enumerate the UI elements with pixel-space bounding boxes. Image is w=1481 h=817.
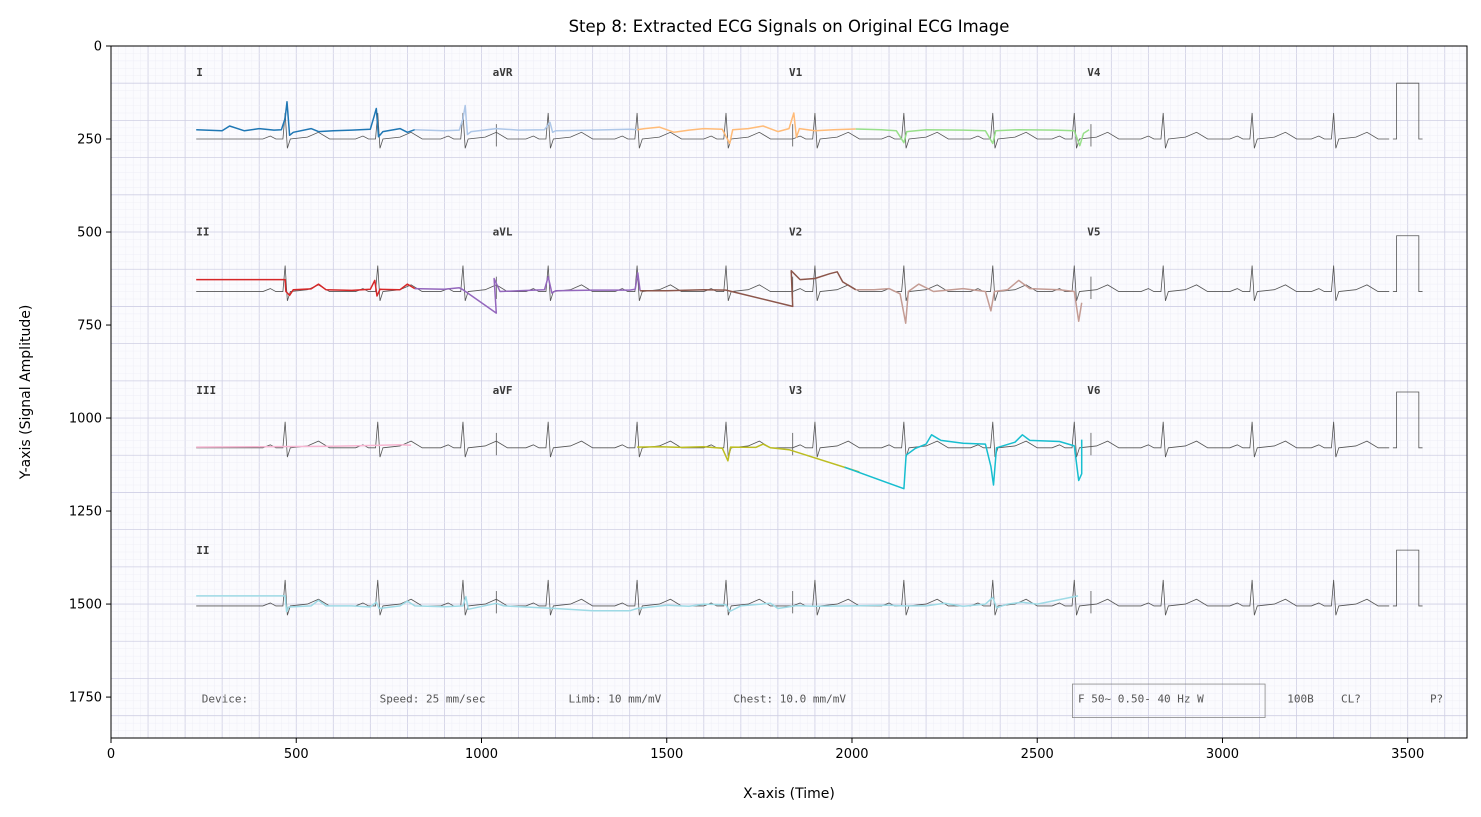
- extracted-signal-series: [196, 101, 1090, 613]
- signal-series-7: [640, 269, 857, 308]
- y-tick-label: 0: [94, 40, 102, 55]
- y-tick-label: 250: [77, 133, 102, 148]
- x-tick-label: 1500: [650, 747, 683, 762]
- x-axis: 0 500 1000 1500 2000 2500 3000 3500: [107, 738, 1424, 762]
- footer-cl: CL?: [1341, 693, 1361, 706]
- lead-label: aVF: [493, 384, 513, 397]
- y-tick-label: 1250: [69, 505, 102, 520]
- y-tick-label: 1500: [69, 598, 102, 613]
- lead-label: III: [196, 384, 216, 397]
- ecg-footer: Device: Speed: 25 mm/sec Limb: 10 mm/mV …: [202, 683, 1443, 718]
- footer-p: P?: [1430, 693, 1443, 706]
- signal-series-9: [196, 444, 412, 448]
- footer-limb: Limb: 10 mm/mV: [569, 693, 662, 706]
- paper-background: [111, 46, 1467, 738]
- calibration-pulse: [1392, 82, 1423, 140]
- lead-label: aVR: [493, 66, 513, 79]
- y-tick-label: 750: [77, 319, 102, 334]
- x-tick-label: 1000: [465, 747, 498, 762]
- lead-label: V3: [789, 384, 802, 397]
- background-ecg-strip: [196, 421, 1390, 458]
- signal-series-6: [414, 272, 641, 314]
- x-axis-title: X-axis (Time): [743, 786, 835, 802]
- calibration-pulse: [1392, 235, 1423, 292]
- lead-label: V6: [1087, 384, 1101, 397]
- lead-label: aVL: [493, 226, 513, 239]
- footer-chest: Chest: 10.0 mm/mV: [733, 693, 846, 706]
- footer-model: 100B: [1287, 693, 1314, 706]
- lead-label: V2: [789, 226, 802, 239]
- plot-frame: [110, 45, 1468, 739]
- x-tick-label: 3500: [1391, 747, 1424, 762]
- x-tick-label: 2500: [1021, 747, 1054, 762]
- lead-label: I: [196, 66, 203, 79]
- chart-title: Step 8: Extracted ECG Signals on Origina…: [569, 17, 1010, 36]
- y-tick-label: 1000: [69, 412, 102, 427]
- background-ecg-strip: [196, 579, 1390, 616]
- lead-label: V5: [1087, 226, 1100, 239]
- signal-series-10: [637, 443, 860, 473]
- calibration-pulse: [1392, 391, 1423, 449]
- signal-series-1: [196, 101, 416, 138]
- signal-series-2: [414, 104, 638, 136]
- calibration-pulse: [1392, 549, 1423, 607]
- ecg-paper-grid: [111, 46, 1467, 738]
- signal-series-8: [855, 279, 1083, 324]
- signal-series-12: [196, 595, 1079, 613]
- footer-speed: Speed: 25 mm/sec: [380, 693, 486, 706]
- footer-filter-box: [1072, 683, 1266, 718]
- signal-series-5: [196, 278, 416, 297]
- signal-series-4: [855, 128, 1090, 147]
- x-tick-label: 500: [284, 747, 309, 762]
- y-tick-label: 1750: [69, 691, 102, 706]
- x-tick-label: 2000: [835, 747, 868, 762]
- footer-device: Device:: [202, 693, 248, 706]
- signal-series-3: [636, 112, 856, 145]
- x-tick-label: 0: [107, 747, 115, 762]
- y-tick-label: 500: [77, 226, 102, 241]
- y-axis: 0 250 500 750 1000 1250 1500 1750: [69, 40, 111, 706]
- lead-label: II: [196, 544, 209, 557]
- footer-filter: F 50~ 0.50- 40 Hz W: [1078, 693, 1204, 706]
- lead-label: V1: [789, 66, 803, 79]
- x-tick-label: 3000: [1206, 747, 1239, 762]
- lead-label: II: [196, 226, 209, 239]
- signal-series-11: [844, 434, 1083, 490]
- lead-label: V4: [1087, 66, 1101, 79]
- y-axis-title: Y-axis (Signal Amplitude): [18, 305, 34, 481]
